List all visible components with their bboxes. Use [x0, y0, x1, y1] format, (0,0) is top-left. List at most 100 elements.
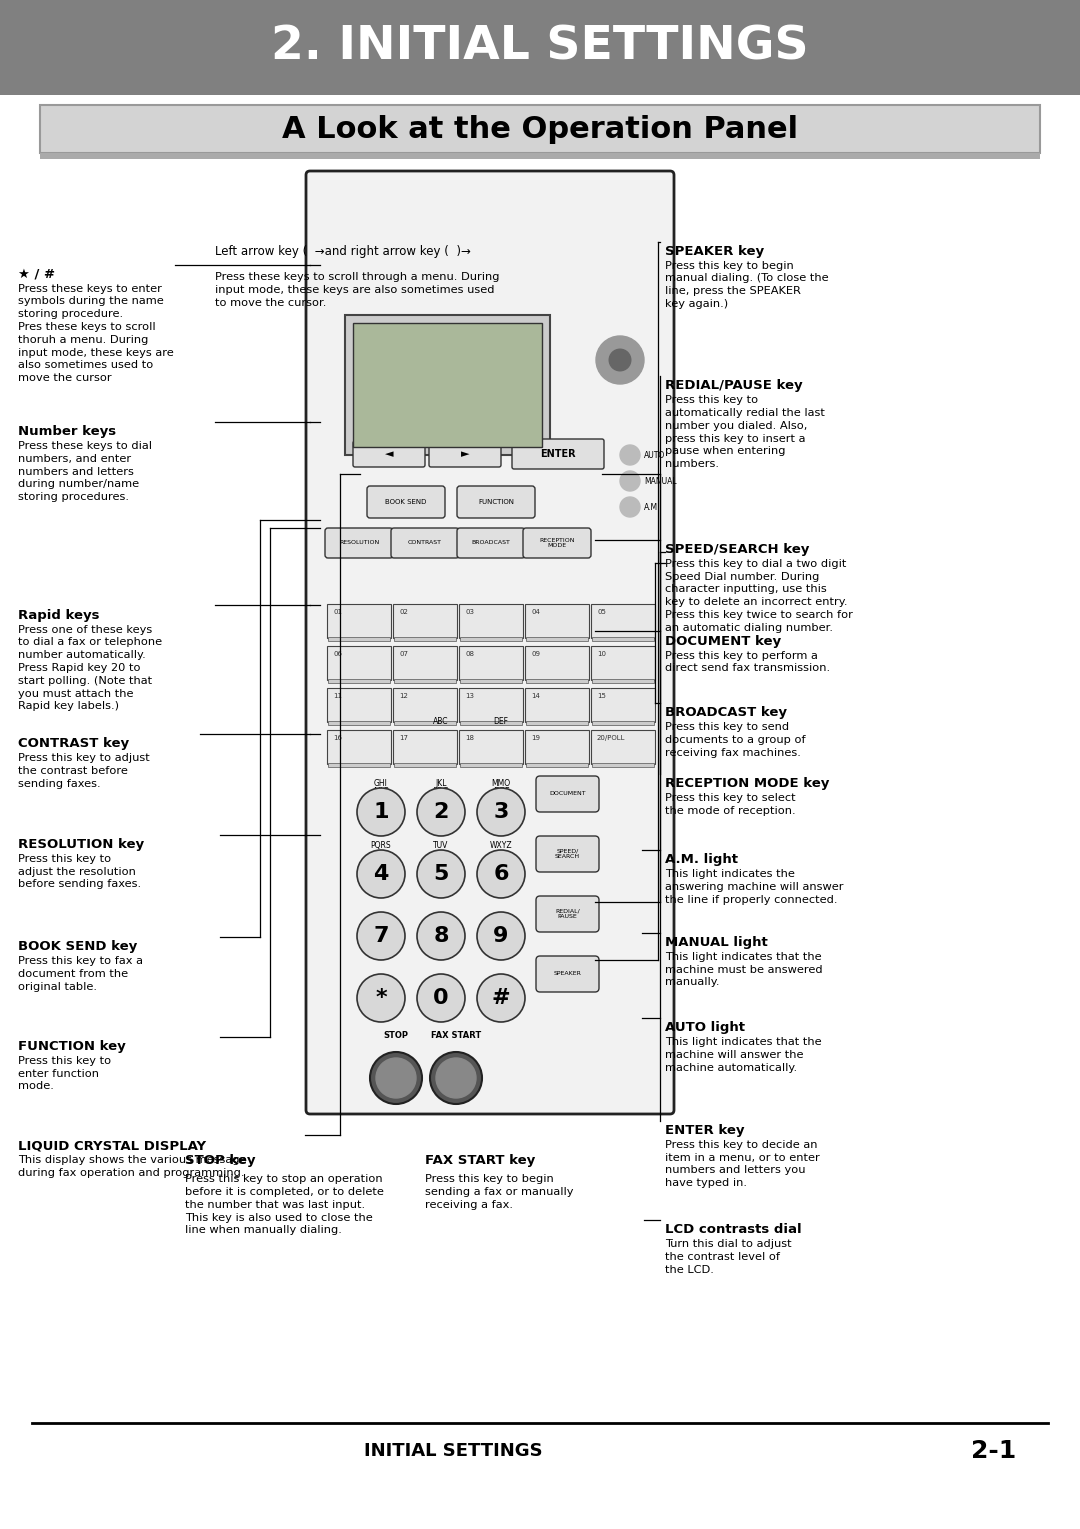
Text: Press these keys to enter
symbols during the name
storing procedure.
Pres these : Press these keys to enter symbols during…	[18, 283, 174, 384]
Text: ENTER key: ENTER key	[665, 1124, 744, 1138]
Text: BOOK SEND: BOOK SEND	[386, 498, 427, 505]
FancyBboxPatch shape	[512, 439, 604, 469]
FancyBboxPatch shape	[525, 645, 589, 680]
FancyBboxPatch shape	[525, 688, 589, 722]
Text: CONTRAST key: CONTRAST key	[18, 737, 130, 751]
Text: 3: 3	[494, 803, 509, 823]
Text: 8: 8	[433, 927, 449, 946]
Text: 5: 5	[433, 864, 448, 884]
Bar	[460, 763, 522, 768]
Text: #: #	[491, 988, 511, 1008]
Text: Press this key to
enter function
mode.: Press this key to enter function mode.	[18, 1055, 111, 1092]
Bar	[328, 722, 390, 725]
Text: A.M.: A.M.	[644, 503, 661, 512]
Text: GHI: GHI	[374, 778, 388, 787]
Text: 6: 6	[494, 864, 509, 884]
Text: RESOLUTION key: RESOLUTION key	[18, 838, 144, 852]
Text: SPEAKER: SPEAKER	[554, 971, 581, 977]
Bar	[526, 722, 588, 725]
Text: CONTRAST: CONTRAST	[408, 540, 442, 546]
Text: FAX START: FAX START	[431, 1032, 481, 1041]
Text: 2: 2	[433, 803, 448, 823]
Circle shape	[357, 974, 405, 1021]
Text: ENTER: ENTER	[540, 450, 576, 459]
Text: BOOK SEND key: BOOK SEND key	[18, 940, 137, 954]
FancyBboxPatch shape	[327, 604, 391, 638]
Text: A Look at the Operation Panel: A Look at the Operation Panel	[282, 115, 798, 144]
Circle shape	[417, 911, 465, 960]
Circle shape	[370, 1052, 422, 1104]
Text: 06: 06	[333, 651, 342, 657]
Bar	[394, 763, 456, 768]
Text: 16: 16	[333, 735, 342, 742]
Bar	[40, 153, 1040, 159]
FancyBboxPatch shape	[393, 688, 457, 722]
Text: This light indicates the
answering machine will answer
the line if properly conn: This light indicates the answering machi…	[665, 868, 843, 905]
Text: Press this key to select
the mode of reception.: Press this key to select the mode of rec…	[665, 792, 796, 815]
Text: REDIAL/
PAUSE: REDIAL/ PAUSE	[555, 908, 580, 919]
Text: Press this key to dial a two digit
Speed Dial number. During
character inputting: Press this key to dial a two digit Speed…	[665, 558, 853, 633]
Circle shape	[620, 445, 640, 465]
Bar	[592, 763, 654, 768]
Text: *: *	[375, 988, 387, 1008]
Text: SPEED/
SEARCH: SPEED/ SEARCH	[555, 849, 580, 859]
FancyBboxPatch shape	[536, 777, 599, 812]
FancyBboxPatch shape	[457, 486, 535, 518]
FancyBboxPatch shape	[536, 896, 599, 933]
Text: BROADCAST: BROADCAST	[472, 540, 511, 546]
Text: Press this key to decide an
item in a menu, or to enter
numbers and letters you
: Press this key to decide an item in a me…	[665, 1139, 820, 1188]
Text: 15: 15	[597, 693, 606, 699]
Text: DOCUMENT: DOCUMENT	[550, 792, 585, 797]
Text: DOCUMENT key: DOCUMENT key	[665, 635, 781, 648]
Text: This display shows the various message
during fax operation and programming.: This display shows the various message d…	[18, 1154, 246, 1177]
FancyBboxPatch shape	[591, 604, 654, 638]
Circle shape	[357, 787, 405, 836]
Circle shape	[430, 1052, 482, 1104]
Text: Press this key to stop an operation
before it is completed, or to delete
the num: Press this key to stop an operation befo…	[185, 1174, 383, 1235]
Circle shape	[609, 349, 631, 372]
Text: 17: 17	[399, 735, 408, 742]
FancyBboxPatch shape	[536, 836, 599, 872]
Text: 2. INITIAL SETTINGS: 2. INITIAL SETTINGS	[271, 24, 809, 70]
Text: STOP: STOP	[383, 1032, 408, 1041]
Text: LCD contrasts dial: LCD contrasts dial	[665, 1223, 801, 1237]
Circle shape	[596, 336, 644, 384]
FancyBboxPatch shape	[393, 604, 457, 638]
FancyBboxPatch shape	[393, 645, 457, 680]
Text: 09: 09	[531, 651, 540, 657]
Text: Press this key to
automatically redial the last
number you dialed. Also,
press t: Press this key to automatically redial t…	[665, 394, 825, 469]
Text: Press one of these keys
to dial a fax or telephone
number automatically.
Press R: Press one of these keys to dial a fax or…	[18, 624, 162, 711]
Text: AUTO light: AUTO light	[665, 1021, 745, 1035]
Bar	[394, 722, 456, 725]
Text: FUNCTION: FUNCTION	[478, 498, 514, 505]
Circle shape	[417, 787, 465, 836]
FancyBboxPatch shape	[536, 956, 599, 992]
Bar	[592, 638, 654, 641]
Text: 11: 11	[333, 693, 342, 699]
Bar	[328, 763, 390, 768]
Text: DEF: DEF	[494, 717, 509, 726]
Text: RECEPTION MODE key: RECEPTION MODE key	[665, 777, 829, 790]
Text: BROADCAST key: BROADCAST key	[665, 706, 787, 720]
Text: 02: 02	[399, 609, 408, 615]
FancyBboxPatch shape	[525, 604, 589, 638]
Text: Press this key to perform a
direct send fax transmission.: Press this key to perform a direct send …	[665, 650, 831, 673]
Text: SPEED/SEARCH key: SPEED/SEARCH key	[665, 543, 809, 557]
Text: JKL: JKL	[435, 778, 447, 787]
Circle shape	[620, 471, 640, 491]
FancyBboxPatch shape	[327, 729, 391, 764]
FancyBboxPatch shape	[525, 729, 589, 764]
Bar	[592, 722, 654, 725]
Bar	[460, 638, 522, 641]
Bar	[460, 722, 522, 725]
Text: RECEPTION
MODE: RECEPTION MODE	[539, 538, 575, 549]
FancyBboxPatch shape	[591, 688, 654, 722]
Circle shape	[357, 850, 405, 898]
FancyBboxPatch shape	[345, 315, 550, 456]
Bar	[526, 679, 588, 683]
Text: REDIAL/PAUSE key: REDIAL/PAUSE key	[665, 379, 802, 393]
Text: A.M. light: A.M. light	[665, 853, 738, 867]
FancyBboxPatch shape	[327, 688, 391, 722]
Text: Press this key to begin
sending a fax or manually
receiving a fax.: Press this key to begin sending a fax or…	[426, 1174, 573, 1209]
Text: 7: 7	[374, 927, 389, 946]
